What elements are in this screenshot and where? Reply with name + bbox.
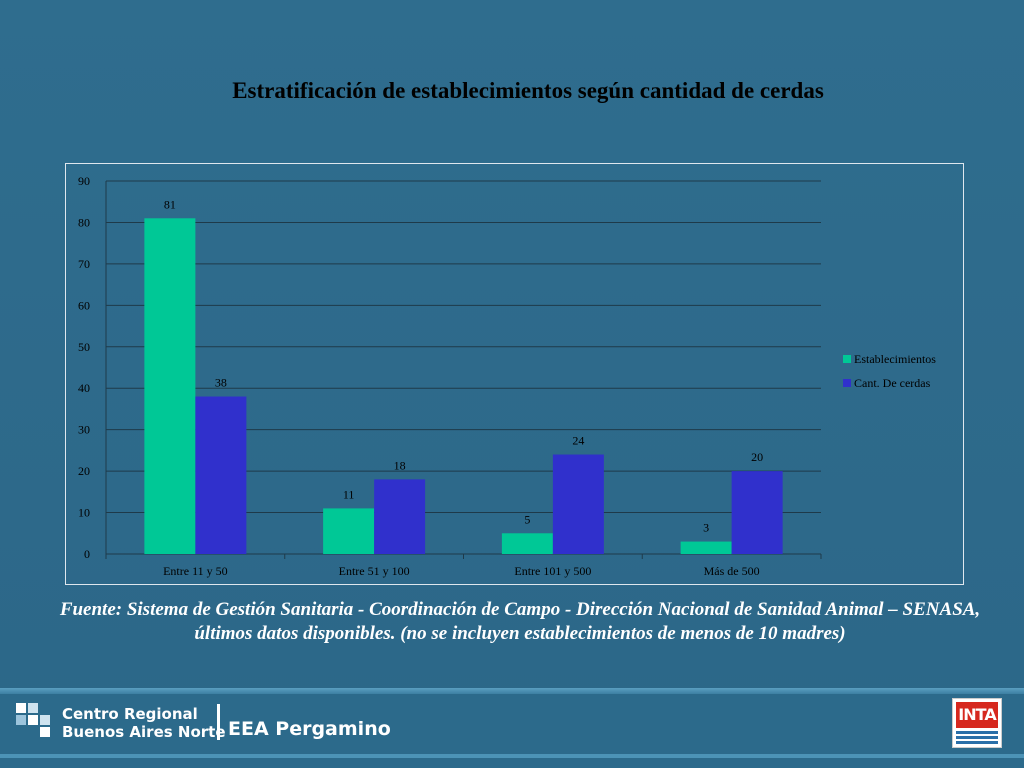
bar-cerdas (731, 471, 783, 554)
bar-cerdas (195, 396, 247, 554)
source-note: Fuente: Sistema de Gestión Sanitaria - C… (59, 599, 981, 644)
legend-label: Cant. De cerdas (854, 376, 931, 390)
data-label: 38 (215, 376, 227, 390)
inta-logo-stripes (956, 731, 998, 744)
bar-establecimientos (680, 541, 732, 554)
y-tick-label: 60 (78, 298, 90, 312)
bar-cerdas (374, 479, 426, 554)
eea-label: EEA Pergamino (228, 718, 391, 740)
footer-stripe (0, 688, 1024, 694)
y-tick-label: 20 (78, 464, 90, 478)
y-tick-label: 50 (78, 340, 90, 354)
y-tick-label: 40 (78, 381, 90, 395)
logo-line2: Buenos Aires Norte (62, 723, 226, 741)
y-tick-label: 10 (78, 506, 90, 520)
legend-swatch (843, 379, 851, 387)
x-tick-label: Entre 101 y 500 (514, 564, 591, 578)
data-label: 24 (572, 434, 584, 448)
data-label: 18 (394, 458, 406, 472)
bar-establecimientos (144, 218, 196, 555)
x-tick-label: Entre 51 y 100 (339, 564, 410, 578)
logo-line1: Centro Regional (62, 705, 198, 723)
data-label: 11 (343, 487, 355, 501)
chart-title: Estratificación de establecimientos segú… (232, 78, 824, 103)
bar-establecimientos (323, 508, 375, 554)
bar-cerdas (552, 454, 604, 554)
y-tick-label: 70 (78, 257, 90, 271)
data-label: 3 (703, 521, 709, 535)
crbn-text: Centro Regional Buenos Aires Norte (62, 705, 226, 741)
y-tick-label: 0 (84, 547, 90, 561)
footer: Centro Regional Buenos Aires Norte EEA P… (0, 688, 1024, 768)
y-tick-label: 30 (78, 423, 90, 437)
x-tick-label: Más de 500 (704, 564, 760, 578)
legend-label: Establecimientos (854, 352, 936, 366)
footer-stripe-bottom (0, 754, 1024, 758)
legend-swatch (843, 355, 851, 363)
data-label: 5 (524, 512, 530, 526)
data-label: 20 (751, 450, 763, 464)
bar-establecimientos (501, 533, 553, 554)
inta-logo-text: INTA (956, 702, 998, 728)
inta-logo: INTA (952, 698, 1002, 748)
x-tick-label: Entre 11 y 50 (163, 564, 228, 578)
y-tick-label: 90 (78, 174, 90, 188)
y-tick-label: 80 (78, 215, 90, 229)
bar-chart: 0 10 20 30 40 50 60 70 80 90 Entre 11 y 50 81 38 Entr… (78, 174, 936, 578)
crbn-logo-icon (16, 703, 50, 737)
chart-frame: 0 10 20 30 40 50 60 70 80 90 Entre 11 y 50 81 38 Entr… (65, 163, 964, 585)
data-label: 81 (164, 197, 176, 211)
footer-divider (217, 704, 220, 740)
